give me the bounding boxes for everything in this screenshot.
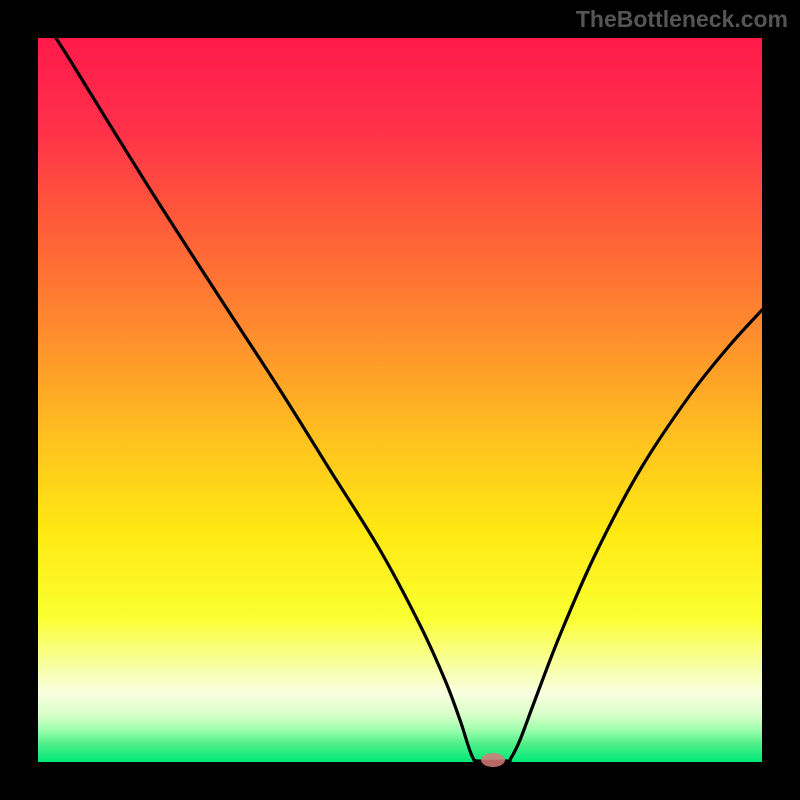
chart-svg	[0, 0, 800, 800]
min-marker	[481, 753, 505, 767]
chart-container: TheBottleneck.com	[0, 0, 800, 800]
plot-background	[38, 38, 762, 762]
watermark-label: TheBottleneck.com	[576, 6, 788, 33]
